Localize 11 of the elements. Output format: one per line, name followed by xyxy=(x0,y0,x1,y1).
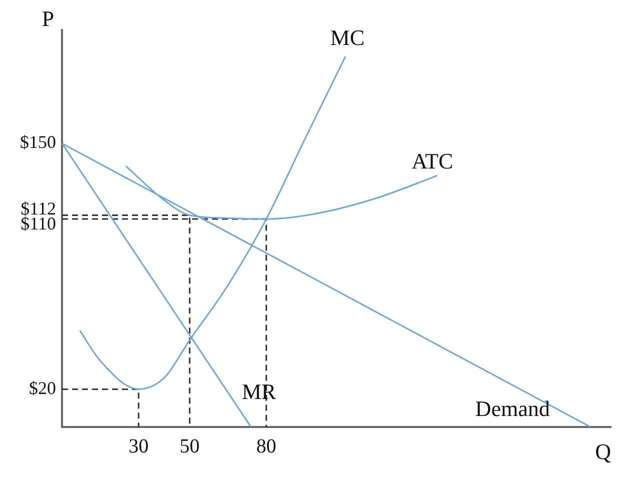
x-tick-label: 80 xyxy=(256,435,276,458)
x-axis-title: Q xyxy=(595,438,612,464)
y-tick-label: $20 xyxy=(29,378,56,398)
y-axis-title: P xyxy=(42,6,54,31)
series-label: MC xyxy=(330,25,365,50)
series-label: ATC xyxy=(412,148,454,174)
series-label: Demand xyxy=(475,396,550,421)
x-tick-label: 30 xyxy=(128,435,149,458)
series-label: MR xyxy=(242,378,276,404)
y-tick-label: $150 xyxy=(20,132,56,152)
x-tick-label: 50 xyxy=(180,435,200,458)
